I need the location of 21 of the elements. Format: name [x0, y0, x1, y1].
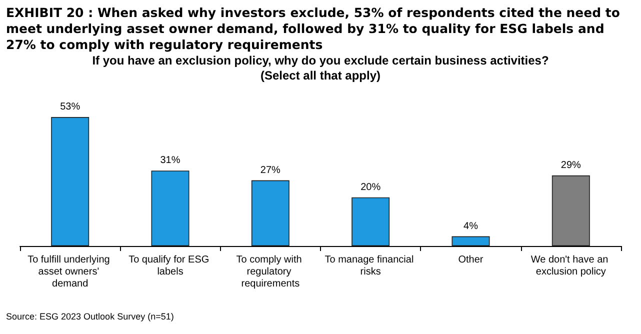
chart-subtitle: If you have an exclusion policy, why do you exclude certain business activities? (Select all that apply) [92, 54, 549, 82]
x-tick-label: To fulfill underlying asset owners' demand [28, 254, 113, 290]
data-label: 31% [160, 155, 180, 166]
x-tick-label: To qualify for ESG labels [128, 254, 212, 278]
bar [352, 197, 390, 246]
chart-title: EXHIBIT 20 : When asked why investors exclude, 53% of respondents cited the need to meet underlying asset owner demand, followed by 31% to quality for ESG labels and 27% to comply with regulatory requirements [6, 5, 621, 53]
bar [151, 170, 190, 246]
source-note: Source: ESG 2023 Outlook Survey (n=51) [6, 312, 174, 322]
data-label: 20% [360, 182, 381, 193]
bar [51, 117, 90, 246]
x-tick-label: To comply with regulatory requirements [236, 254, 305, 290]
x-tick-label: We don't have an exclusion policy [530, 254, 611, 278]
bar [552, 175, 590, 246]
bar [251, 180, 290, 246]
data-label: 27% [260, 164, 281, 176]
x-tick-label: Other [458, 254, 484, 266]
bar [452, 236, 490, 246]
data-label: 53% [60, 102, 80, 113]
data-label: 4% [464, 220, 478, 232]
x-tick-label: To manage financial risks [324, 254, 416, 278]
data-label: 29% [560, 160, 582, 171]
